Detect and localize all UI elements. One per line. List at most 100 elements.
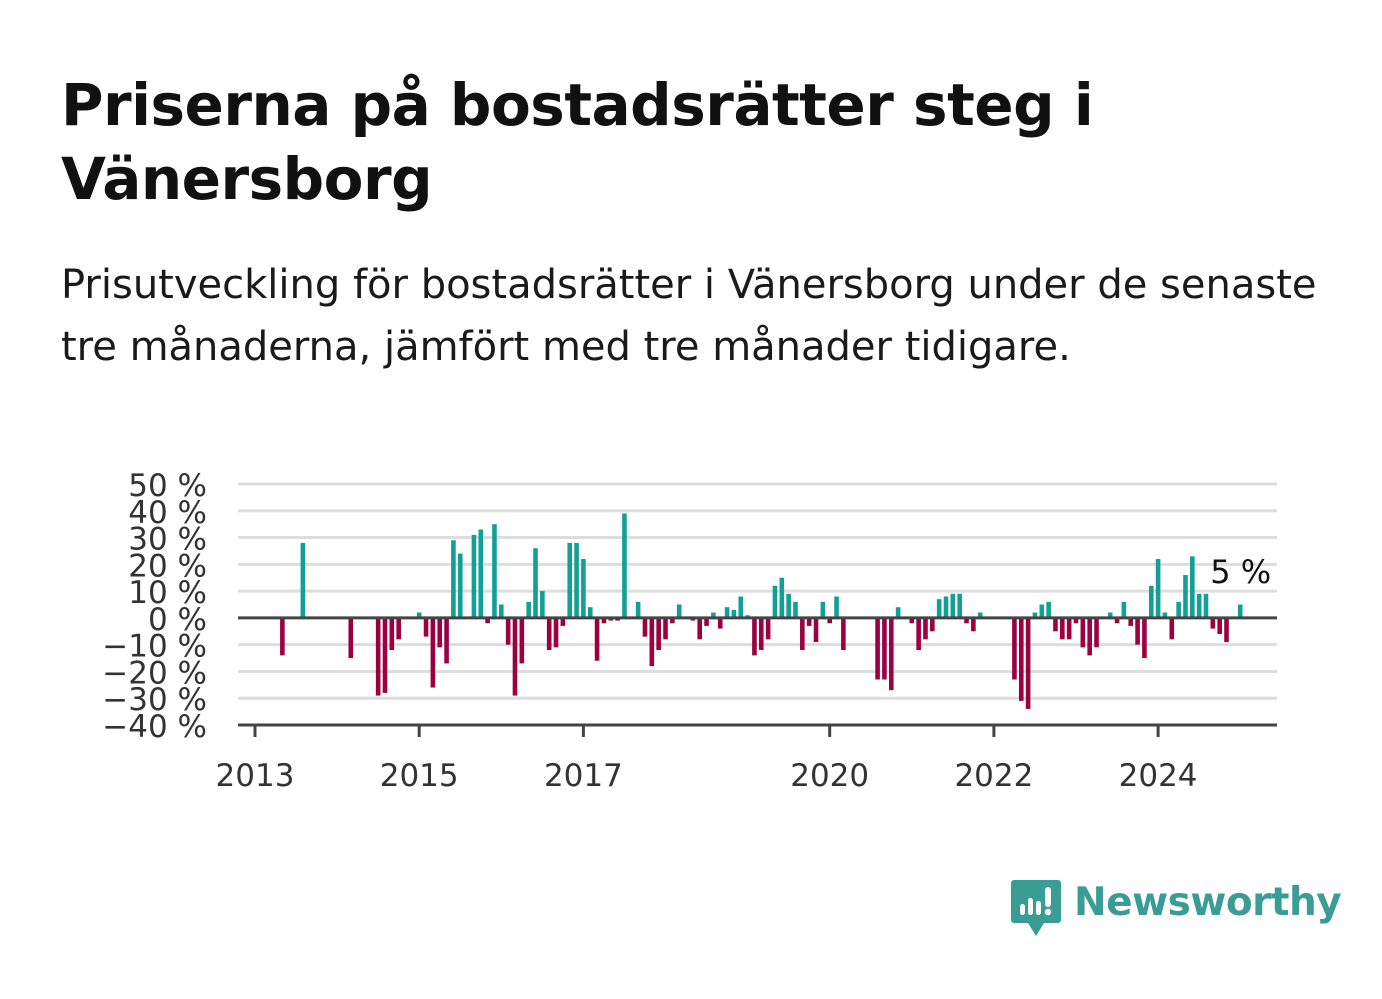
bar bbox=[280, 617, 285, 656]
bar bbox=[793, 601, 798, 618]
bar bbox=[560, 617, 566, 626]
bar bbox=[758, 617, 764, 651]
y-tick-label: −10 % bbox=[102, 629, 207, 665]
bar bbox=[820, 601, 826, 618]
bar bbox=[1114, 617, 1120, 624]
bar bbox=[656, 617, 661, 651]
bar bbox=[916, 617, 921, 651]
bar bbox=[430, 617, 436, 688]
bar bbox=[957, 593, 962, 618]
bar bbox=[594, 617, 600, 661]
bar bbox=[1210, 617, 1216, 629]
bar bbox=[936, 599, 942, 618]
x-tick-label: 2022 bbox=[954, 758, 1033, 794]
bar bbox=[765, 617, 771, 640]
bar bbox=[1046, 601, 1051, 618]
bar bbox=[1217, 617, 1222, 634]
bar bbox=[492, 524, 497, 618]
y-tick-label: 0 % bbox=[148, 602, 207, 638]
bar bbox=[581, 558, 586, 618]
bar bbox=[717, 617, 723, 629]
bar bbox=[1094, 617, 1099, 648]
bar bbox=[471, 534, 477, 618]
bar bbox=[827, 617, 832, 624]
bar bbox=[1018, 617, 1024, 701]
bar bbox=[601, 617, 607, 624]
bar bbox=[1025, 617, 1031, 709]
bar bbox=[772, 585, 778, 618]
bar bbox=[943, 596, 949, 618]
bar bbox=[1142, 617, 1147, 659]
bar bbox=[930, 617, 935, 632]
bar bbox=[505, 617, 511, 645]
bar bbox=[724, 607, 730, 618]
bar bbox=[300, 542, 306, 618]
bar bbox=[738, 596, 744, 618]
bar bbox=[1053, 617, 1058, 632]
bar bbox=[1121, 601, 1127, 618]
y-tick-label: −20 % bbox=[102, 655, 207, 691]
bar bbox=[457, 553, 463, 618]
bar bbox=[382, 617, 388, 693]
bar bbox=[1107, 612, 1113, 618]
bar bbox=[1060, 617, 1065, 640]
bar bbox=[519, 617, 525, 664]
x-tick-label: 2015 bbox=[380, 758, 459, 794]
bar bbox=[813, 617, 819, 642]
bar bbox=[444, 617, 449, 664]
bar bbox=[587, 607, 593, 618]
bar bbox=[389, 617, 395, 651]
bar bbox=[485, 617, 490, 624]
bar bbox=[697, 617, 703, 640]
bar bbox=[1032, 612, 1038, 618]
bar bbox=[499, 604, 504, 618]
bar bbox=[1039, 604, 1045, 618]
bar bbox=[416, 612, 422, 618]
bar bbox=[553, 617, 559, 648]
bar bbox=[923, 617, 928, 640]
bar bbox=[964, 617, 969, 624]
bar bbox=[1169, 617, 1175, 640]
bar bbox=[1066, 617, 1072, 640]
bar bbox=[1190, 556, 1195, 618]
newsworthy-logo: Newsworthy bbox=[1010, 878, 1342, 940]
bar bbox=[731, 609, 737, 618]
bar bbox=[800, 617, 805, 651]
bar bbox=[663, 617, 668, 640]
bar bbox=[834, 596, 839, 618]
bar bbox=[841, 617, 846, 651]
bar bbox=[635, 601, 641, 618]
y-tick-label: 40 % bbox=[128, 495, 207, 531]
bar bbox=[396, 617, 401, 640]
bar bbox=[704, 617, 709, 626]
bar bbox=[1087, 617, 1092, 656]
bar bbox=[909, 617, 915, 624]
bar bbox=[512, 617, 518, 696]
bar bbox=[950, 593, 956, 618]
bar bbox=[971, 617, 976, 632]
y-tick-label: −40 % bbox=[102, 709, 207, 745]
brand-name: Newsworthy bbox=[1074, 880, 1342, 925]
x-tick-label: 2020 bbox=[790, 758, 869, 794]
bar bbox=[546, 617, 552, 651]
bar bbox=[642, 617, 648, 637]
newsworthy-logo-icon bbox=[1011, 880, 1061, 936]
bar bbox=[752, 617, 757, 656]
bar bbox=[786, 593, 791, 618]
bar bbox=[1224, 617, 1229, 642]
bar bbox=[1012, 617, 1017, 680]
bar bbox=[676, 604, 682, 618]
bar bbox=[649, 617, 655, 667]
bar bbox=[622, 513, 627, 618]
bar bbox=[451, 540, 456, 618]
x-tick-label: 2024 bbox=[1119, 758, 1198, 794]
y-tick-label: 50 % bbox=[128, 468, 207, 504]
chart-area: 50 % 40 % 30 % 20 % 10 % 0 % −10 % −20 % −30 % −4… bbox=[0, 460, 1382, 800]
bar bbox=[1073, 617, 1079, 624]
chart-subtitle: Prisutveckling för bostadsrätter i Väner… bbox=[61, 262, 1317, 370]
bar bbox=[779, 577, 785, 618]
annotation-label: 5 % bbox=[1210, 553, 1271, 591]
bar bbox=[348, 617, 354, 659]
y-tick-label: −30 % bbox=[102, 682, 207, 718]
bar bbox=[895, 607, 901, 618]
